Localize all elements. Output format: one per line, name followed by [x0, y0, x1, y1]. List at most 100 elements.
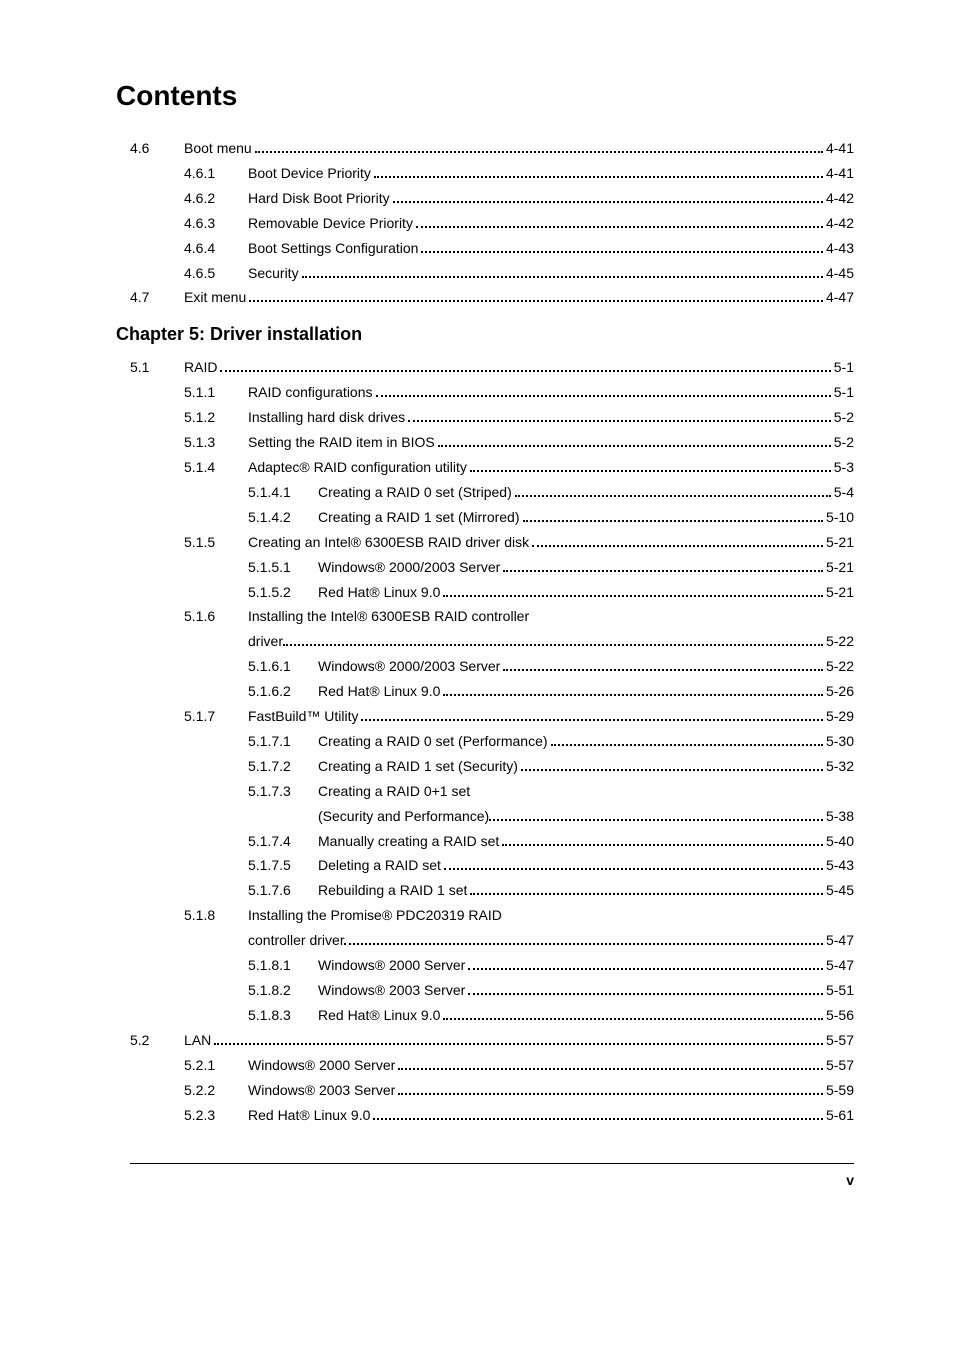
toc-label: Manually creating a RAID set: [318, 829, 499, 854]
toc-label: Windows® 2000 Server: [318, 953, 465, 978]
toc-subsection-number: 5.2.1: [184, 1053, 248, 1078]
toc-leader: [220, 370, 830, 372]
toc-page-number: 5-59: [826, 1078, 854, 1103]
toc-label: Creating a RAID 1 set (Mirrored): [318, 505, 520, 530]
toc-subsubsection-number: 5.1.4.1: [248, 480, 318, 505]
toc-entry: 4.7Exit menu4-47: [130, 285, 854, 310]
toc-entry: 4.6Boot menu 4-41: [130, 136, 854, 161]
toc-entry: 5.1.7.1Creating a RAID 0 set (Performanc…: [130, 729, 854, 754]
toc-subsection-number: 4.6.4: [184, 236, 248, 261]
toc-entry: 5.2.1Windows® 2000 Server5-57: [130, 1053, 854, 1078]
toc-subsection-number: 5.1.2: [184, 405, 248, 430]
toc-page-number: 5-1: [834, 355, 854, 380]
toc-label: Windows® 2000/2003 Server: [318, 555, 500, 580]
toc-page-number: 4-41: [826, 136, 854, 161]
toc-leader: [503, 570, 823, 572]
toc-label: Red Hat® Linux 9.0: [318, 1003, 440, 1028]
toc-subsection-number: 5.1.1: [184, 380, 248, 405]
toc-page-number: 4-43: [826, 236, 854, 261]
toc-entry: 5.1.1RAID configurations5-1: [130, 380, 854, 405]
toc-subsubsection-number: 5.1.7.2: [248, 754, 318, 779]
toc-page-number: 5-21: [826, 555, 854, 580]
toc-subsection-number: 5.1.7: [184, 704, 248, 729]
toc-page-number: 5-56: [826, 1003, 854, 1028]
toc-label: Creating a RAID 0 set (Striped): [318, 480, 512, 505]
toc-section-number: 5.1: [130, 355, 184, 380]
toc-page-number: 5-30: [826, 729, 854, 754]
toc-leader: [503, 669, 823, 671]
toc-section-number: 4.6: [130, 136, 184, 161]
toc-leader: [393, 201, 823, 203]
toc-entry: 5.1.6.1Windows® 2000/2003 Server5-22: [130, 654, 854, 679]
toc-page-number: 5-26: [826, 679, 854, 704]
toc-leader: [374, 176, 823, 178]
toc-subsection-number: 4.6.5: [184, 261, 248, 286]
toc-leader: [344, 943, 822, 945]
toc-page-number: 4-42: [826, 211, 854, 236]
toc-entry: 5.1.7.2Creating a RAID 1 set (Security)5…: [130, 754, 854, 779]
toc-leader: [283, 644, 823, 646]
toc-subsubsection-number: 5.1.5.2: [248, 580, 318, 605]
toc-page-number: 5-51: [826, 978, 854, 1003]
toc-entry: 5.1.7.6Rebuilding a RAID 1 set5-45: [130, 878, 854, 903]
toc-page-number: 4-45: [826, 261, 854, 286]
toc-leader: [416, 226, 823, 228]
toc-label: Installing the Promise® PDC20319 RAID: [248, 903, 502, 928]
toc-leader: [214, 1043, 823, 1045]
toc-leader: [398, 1093, 823, 1095]
toc-entry: 5.1.4.1Creating a RAID 0 set (Striped)5-…: [130, 480, 854, 505]
toc-subsection-number: 4.6.1: [184, 161, 248, 186]
toc-entry: 5.1.5Creating an Intel® 6300ESB RAID dri…: [130, 530, 854, 555]
toc-page-number: 5-57: [826, 1028, 854, 1053]
toc-subsubsection-number: 5.1.7.4: [248, 829, 318, 854]
toc-label: Boot menu: [184, 136, 252, 161]
toc-leader: [361, 719, 823, 721]
toc-entry: 5.1.8Installing the Promise® PDC20319 RA…: [130, 903, 854, 928]
toc-entry: 5.1.4Adaptec® RAID configuration utility…: [130, 455, 854, 480]
toc-label: RAID configurations: [248, 380, 373, 405]
toc-label: Creating a RAID 1 set (Security): [318, 754, 518, 779]
toc-subsubsection-number: 5.1.7.5: [248, 853, 318, 878]
toc-label: Red Hat® Linux 9.0: [248, 1103, 370, 1128]
toc-leader: [551, 744, 823, 746]
toc-label: Windows® 2003 Server: [318, 978, 465, 1003]
toc-page-number: 5-40: [826, 829, 854, 854]
toc-entry-continuation: driver5-22: [130, 629, 854, 654]
toc-label: Creating a RAID 0+1 set: [318, 779, 470, 804]
toc-entry: 5.1.8.2Windows® 2003 Server5-51: [130, 978, 854, 1003]
toc-leader: [438, 445, 831, 447]
toc-label: Rebuilding a RAID 1 set: [318, 878, 467, 903]
toc-subsection-number: 5.2.3: [184, 1103, 248, 1128]
toc-entry-continuation: controller driver5-47: [130, 928, 854, 953]
toc-subsubsection-number: 5.1.4.2: [248, 505, 318, 530]
toc-label: Deleting a RAID set: [318, 853, 441, 878]
toc-label: Installing the Intel® 6300ESB RAID contr…: [248, 604, 529, 629]
toc-label: RAID: [184, 355, 217, 380]
toc-entry: 5.2.3Red Hat® Linux 9.0 5-61: [130, 1103, 854, 1128]
toc-label: LAN: [184, 1028, 211, 1053]
toc-entry: 4.6.2Hard Disk Boot Priority4-42: [130, 186, 854, 211]
toc-subsection-number: 4.6.2: [184, 186, 248, 211]
toc-entry: 4.6.1Boot Device Priority4-41: [130, 161, 854, 186]
toc-label: driver: [248, 629, 283, 654]
toc-leader: [398, 1068, 823, 1070]
toc-entry: 5.1.5.1Windows® 2000/2003 Server5-21: [130, 555, 854, 580]
toc-subsubsection-number: 5.1.6.1: [248, 654, 318, 679]
toc-label: Creating an Intel® 6300ESB RAID driver d…: [248, 530, 529, 555]
toc-leader: [523, 520, 823, 522]
toc-label: Adaptec® RAID configuration utility: [248, 455, 467, 480]
toc-label: Boot Settings Configuration: [248, 236, 418, 261]
toc-subsection-number: 5.2.2: [184, 1078, 248, 1103]
toc-entry: 5.1.7FastBuild™ Utility5-29: [130, 704, 854, 729]
toc-label: (Security and Performance): [318, 804, 489, 829]
chapter-heading: Chapter 5: Driver installation: [116, 324, 854, 345]
toc-subsection-number: 5.1.6: [184, 604, 248, 629]
toc-label: Creating a RAID 0 set (Performance): [318, 729, 548, 754]
toc-entry: 5.1.6Installing the Intel® 6300ESB RAID …: [130, 604, 854, 629]
toc-entry: 4.6.5Security4-45: [130, 261, 854, 286]
toc-page-number: 5-61: [826, 1103, 854, 1128]
toc-leader: [470, 470, 831, 472]
toc-entry: 4.6.3Removable Device Priority4-42: [130, 211, 854, 236]
toc-entry: 5.1.3Setting the RAID item in BIOS5-2: [130, 430, 854, 455]
toc-subsubsection-number: 5.1.6.2: [248, 679, 318, 704]
